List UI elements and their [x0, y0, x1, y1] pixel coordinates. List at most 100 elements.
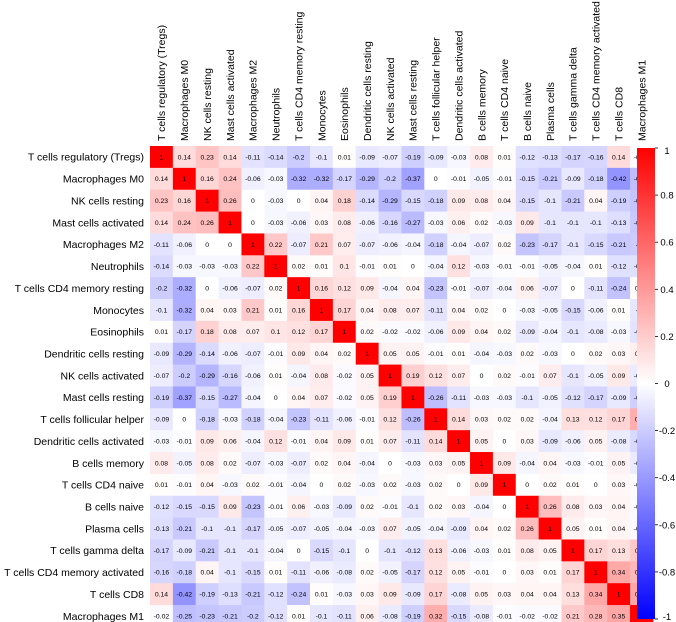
- heatmap-value-r17-c16: 0.26: [521, 526, 534, 533]
- heatmap-value-r13-c4: -0.04: [245, 439, 261, 446]
- heatmap-value-r18-c10: -0.1: [384, 548, 396, 555]
- heatmap-cell-r0-c13: [447, 146, 471, 169]
- column-label: Macrophages M1: [636, 60, 648, 141]
- heatmap-cell-r3-c2: [195, 211, 219, 234]
- heatmap-value-r19-c14: -0.01: [474, 570, 490, 577]
- heatmap-cell-r17-c19: [584, 517, 608, 540]
- heatmap-value-r17-c4: -0.17: [245, 526, 261, 533]
- heatmap-cell-r21-c2: [195, 605, 219, 622]
- heatmap-cell-r15-c12: [424, 473, 448, 497]
- heatmap-cell-r21-c9: [355, 605, 379, 622]
- heatmap-value-r16-c9: 0.02: [361, 504, 374, 511]
- heatmap-cell-r1-c11: [401, 167, 425, 191]
- heatmap-value-r2-c18: -0.21: [565, 198, 581, 205]
- heatmap-value-r19-c6: -0.11: [291, 570, 306, 577]
- heatmap-value-r17-c12: -0.04: [428, 526, 444, 533]
- heatmap-cell-r9-c0: [150, 342, 174, 365]
- row-label: T cells regulatory (Tregs): [28, 152, 144, 164]
- heatmap-cell-r14-c13: [447, 452, 471, 475]
- heatmap-cell-r18-c3: [218, 539, 242, 562]
- heatmap-value-r11-c16: -0.1: [521, 395, 533, 402]
- heatmap-value-r14-c2: 0.08: [201, 460, 214, 467]
- heatmap-cell-r14-c17: [538, 452, 562, 475]
- heatmap-cell-r0-c4: [241, 146, 265, 169]
- heatmap-value-r4-c1: -0.06: [177, 242, 193, 249]
- heatmap-value-r2-c6: 0: [297, 198, 301, 205]
- column-label: T cells gamma delta: [568, 47, 580, 141]
- heatmap-value-r6-c2: 0: [205, 285, 209, 292]
- heatmap-value-r11-c1: -0.37: [177, 395, 193, 402]
- heatmap-cell-r6-c4: [241, 277, 265, 300]
- heatmap-value-r20-c0: 0.14: [155, 592, 168, 599]
- heatmap-cell-r12-c7: [310, 408, 334, 431]
- row-label: T cells CD4 naive: [62, 480, 144, 492]
- heatmap-value-r11-c18: -0.12: [565, 395, 581, 402]
- heatmap-value-r16-c17: 0.26: [543, 504, 556, 511]
- heatmap-value-r2-c15: 0.04: [498, 198, 511, 205]
- heatmap-cell-r3-c6: [287, 211, 311, 234]
- heatmap-value-r8-c14: 0.04: [475, 329, 488, 336]
- heatmap-cell-r14-c9: [355, 452, 379, 475]
- heatmap-value-r16-c6: 0.06: [292, 504, 305, 511]
- heatmap-value-r20-c15: 0.03: [498, 592, 511, 599]
- heatmap-cell-r18-c1: [172, 539, 197, 562]
- heatmap-value-r8-c16: -0.09: [519, 329, 535, 336]
- heatmap-cell-r13-c8: [332, 430, 357, 453]
- heatmap-cell-r17-c18: [561, 517, 585, 540]
- heatmap-cell-r2-c3: [218, 189, 242, 212]
- heatmap-cell-r6-c5: [264, 277, 288, 300]
- heatmap-value-r21-c2: -0.23: [199, 613, 215, 620]
- heatmap-value-r4-c6: -0.07: [291, 242, 307, 249]
- heatmap-cell-r20-c16: [515, 583, 540, 606]
- heatmap-value-r20-c16: 0.04: [521, 592, 534, 599]
- heatmap-value-r13-c2: 0.09: [201, 439, 214, 446]
- heatmap-value-r15-c5: -0.01: [268, 482, 284, 489]
- heatmap-cell-r7-c15: [492, 299, 517, 322]
- heatmap-cell-r13-c20: [607, 430, 631, 453]
- heatmap-value-r18-c14: -0.03: [474, 548, 490, 555]
- heatmap-cell-r20-c6: [287, 583, 311, 606]
- heatmap-cell-r1-c0: [150, 167, 174, 191]
- heatmap-cell-r10-c17: [538, 364, 562, 387]
- heatmap-value-r10-c9: 0.05: [361, 373, 374, 380]
- heatmap-cell-r14-c6: [287, 452, 311, 475]
- heatmap-cell-r0-c16: [515, 146, 540, 169]
- heatmap-cell-r10-c11: [401, 364, 425, 387]
- row-label: T cells CD4 memory activated: [4, 567, 144, 579]
- heatmap-cell-r12-c19: [584, 408, 608, 431]
- heatmap-value-r1-c19: -0.18: [588, 176, 604, 183]
- heatmap-cell-r12-c5: [264, 408, 288, 431]
- heatmap-value-r10-c11: 0.19: [406, 373, 419, 380]
- heatmap-cell-r15-c0: [150, 473, 174, 497]
- heatmap-value-r10-c1: -0.2: [178, 373, 190, 380]
- heatmap-cell-r5-c14: [470, 255, 494, 278]
- heatmap-cell-r13-c13: [447, 430, 471, 453]
- row-label: T cells CD4 memory resting: [15, 283, 144, 295]
- heatmap-cell-r19-c4: [241, 561, 265, 584]
- heatmap-value-r15-c10: 0.02: [383, 482, 396, 489]
- heatmap-value-r10-c15: 0.02: [498, 373, 511, 380]
- heatmap-value-r4-c5: 0.22: [269, 242, 282, 249]
- heatmap-cell-r15-c20: [607, 473, 631, 497]
- heatmap-cell-r3-c20: [607, 211, 631, 234]
- heatmap-value-r8-c1: -0.17: [177, 329, 193, 336]
- heatmap-cell-r17-c4: [241, 517, 265, 540]
- heatmap-cell-r14-c5: [264, 452, 288, 475]
- heatmap-value-r18-c9: 0: [365, 548, 369, 555]
- heatmap-cell-r4-c10: [378, 233, 402, 256]
- heatmap-cell-r7-c3: [218, 299, 242, 322]
- heatmap-value-r20-c14: 0.05: [475, 592, 488, 599]
- heatmap-value-r11-c10: 0.19: [383, 395, 396, 402]
- heatmap-cell-r21-c8: [332, 605, 357, 622]
- heatmap-cell-r8-c8: [332, 320, 357, 344]
- heatmap-value-r20-c9: 0.03: [361, 592, 374, 599]
- heatmap-cell-r17-c13: [447, 517, 471, 540]
- heatmap-cell-r20-c18: [561, 583, 585, 606]
- heatmap-value-r2-c9: -0.14: [359, 198, 375, 205]
- heatmap-value-r19-c19: 1: [594, 570, 598, 577]
- heatmap-value-r7-c5: 0.01: [269, 307, 282, 314]
- colorbar-tick-label: -0.4: [659, 473, 675, 484]
- heatmap-cell-r3-c5: [264, 211, 288, 234]
- heatmap-value-r15-c11: -0.03: [405, 482, 421, 489]
- heatmap-cell-r14-c14: [470, 452, 494, 475]
